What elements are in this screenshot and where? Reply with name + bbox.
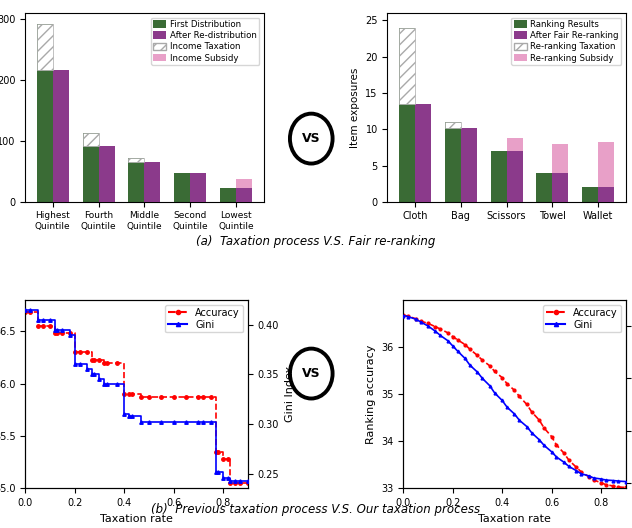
Bar	[445, 122, 461, 128]
Bar	[174, 173, 190, 202]
Bar	[399, 27, 415, 202]
Y-axis label: Gini Index: Gini Index	[284, 366, 295, 422]
Legend: Ranking Results, After Fair Re-ranking, Re-ranking Taxation, Re-ranking Subsidy: Ranking Results, After Fair Re-ranking, …	[511, 17, 621, 65]
Bar	[507, 151, 523, 202]
Bar	[37, 24, 52, 70]
Bar	[552, 144, 568, 173]
Text: VS: VS	[302, 132, 320, 145]
Text: VS: VS	[302, 367, 320, 380]
X-axis label: Taxation rate: Taxation rate	[478, 514, 551, 524]
Legend: Accuracy, Gini: Accuracy, Gini	[543, 305, 621, 333]
Legend: First Distribution, After Re-distribution, Income Taxation, Income Subsidy: First Distribution, After Re-distributio…	[151, 17, 259, 65]
Bar	[37, 24, 52, 202]
Text: (b)  Previous taxation process V.S. Our taxation process: (b) Previous taxation process V.S. Our t…	[152, 503, 480, 516]
Bar	[220, 188, 236, 202]
Bar	[461, 128, 477, 202]
Bar	[445, 122, 461, 202]
Bar	[83, 133, 99, 146]
Y-axis label: Ranking accuracy: Ranking accuracy	[366, 344, 375, 444]
Bar	[236, 180, 252, 188]
Bar	[599, 187, 614, 202]
Y-axis label: Item exposures: Item exposures	[349, 67, 360, 148]
Bar	[52, 70, 69, 202]
Bar	[128, 158, 144, 162]
Bar	[190, 173, 206, 202]
Bar	[83, 133, 99, 202]
Bar	[582, 187, 599, 202]
Bar	[599, 143, 614, 187]
Bar	[144, 162, 161, 202]
Bar	[128, 158, 144, 202]
Bar	[415, 104, 431, 202]
Bar	[507, 138, 523, 151]
Bar	[490, 151, 507, 202]
Bar	[537, 173, 552, 202]
Bar	[99, 146, 114, 202]
X-axis label: Taxation rate: Taxation rate	[100, 514, 173, 524]
Legend: Accuracy, Gini: Accuracy, Gini	[165, 305, 243, 333]
Text: (a)  Taxation process V.S. Fair re-ranking: (a) Taxation process V.S. Fair re-rankin…	[197, 235, 435, 248]
Bar	[552, 173, 568, 202]
Bar	[236, 188, 252, 202]
Bar	[399, 27, 415, 104]
